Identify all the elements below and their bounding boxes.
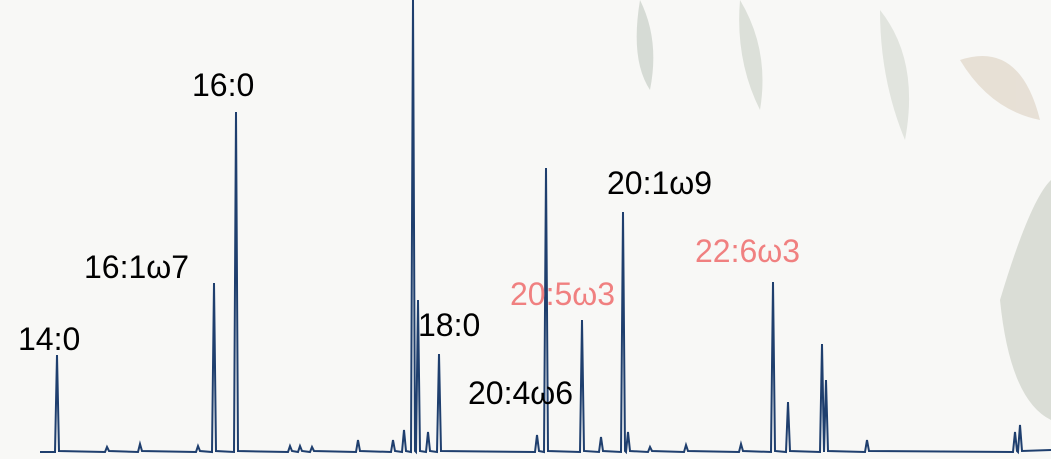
page: {"peaks": [ {"label": "14:0", "color": "… (0, 0, 1051, 459)
peak-label: 20:4ω6 (468, 375, 573, 411)
peak-label: 14:0 (18, 321, 80, 357)
chromatogram: 14:016:1ω7 16:0 18:0 20:4ω6 20:5ω3 20:1ω9 22:6… (0, 0, 1051, 459)
peak-label: 20:5ω3 (510, 276, 615, 312)
peak-label: 18:0 (418, 307, 480, 343)
peak-label: 22:6ω3 (695, 233, 800, 269)
peak-label: 20:1ω9 (607, 165, 712, 201)
peak-label: 16:1ω7 (84, 249, 189, 285)
peak-label: 16:0 (192, 67, 254, 103)
